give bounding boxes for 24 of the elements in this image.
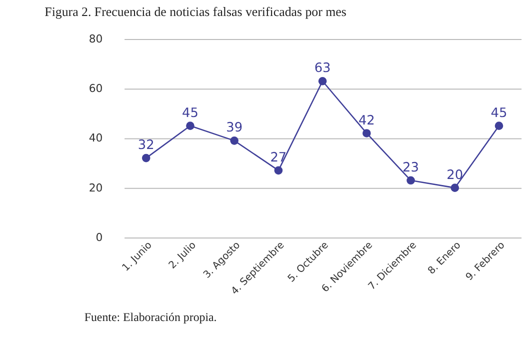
point: [274, 166, 283, 175]
source-note: Fuente: Elaboración propia.: [84, 310, 217, 324]
data-label: 23: [402, 160, 419, 176]
point: [142, 154, 150, 162]
point: [318, 76, 327, 86]
data-label: 32: [138, 138, 154, 154]
point: [230, 136, 238, 145]
point: [406, 176, 415, 185]
y-tick-label: 20: [88, 181, 103, 194]
point: [186, 122, 194, 130]
data-label: 45: [182, 106, 198, 121]
data-label: 42: [358, 113, 375, 128]
y-tick-label: 0: [96, 230, 103, 244]
y-tick-label: 60: [88, 82, 103, 96]
chart-title: Figura 2. Frecuencia de noticias falsas verificadas por mes: [44, 5, 346, 20]
y-tick-label: 80: [88, 32, 103, 46]
point: [494, 122, 504, 130]
y-tick-label: 40: [88, 132, 103, 145]
point: [450, 184, 460, 192]
data-label: 45: [490, 106, 508, 121]
data-label: 63: [314, 61, 331, 76]
data-label: 20: [446, 168, 464, 183]
point: [362, 129, 371, 138]
data-label: 39: [226, 120, 243, 136]
